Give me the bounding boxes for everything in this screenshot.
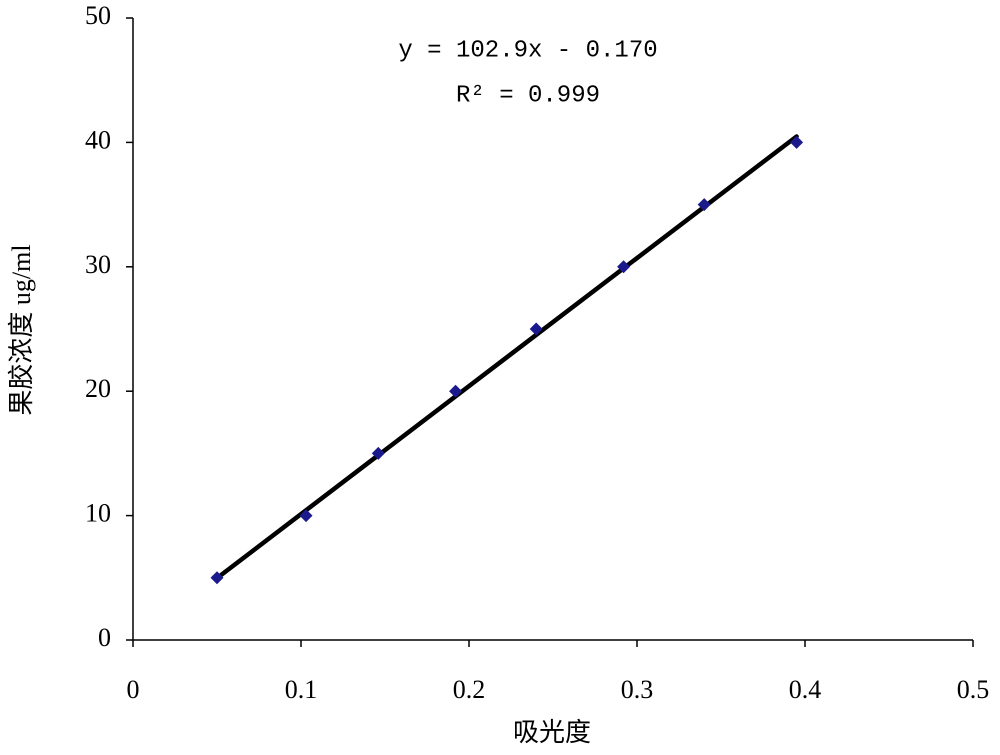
y-tick-label: 0 — [98, 623, 111, 652]
point — [449, 384, 463, 398]
x-tick-label: 0.1 — [285, 675, 318, 704]
y-tick-label: 50 — [85, 1, 111, 30]
trendline — [214, 134, 799, 581]
x-tick-label: 0.5 — [957, 675, 990, 704]
trendline-r2: R² = 0.999 — [456, 82, 600, 109]
y-tick-label: 10 — [85, 499, 111, 528]
x-tick-label: 0.3 — [621, 675, 654, 704]
point — [299, 509, 313, 523]
point — [790, 135, 804, 149]
point — [529, 322, 543, 336]
x-tick-label: 0.2 — [453, 675, 486, 704]
y-tick-label: 30 — [85, 250, 111, 279]
y-tick-label: 40 — [85, 125, 111, 154]
x-tick-label: 0.4 — [789, 675, 822, 704]
point — [210, 571, 224, 585]
y-axis-title: 果胶浓度 ug/ml — [7, 244, 36, 415]
trendline-equation: y = 102.9x - 0.170 — [398, 37, 657, 64]
x-tick-label: 0 — [127, 675, 140, 704]
point — [617, 260, 631, 274]
y-tick-label: 20 — [85, 374, 111, 403]
point — [697, 198, 711, 212]
x-axis-title: 吸光度 — [513, 718, 591, 747]
point — [371, 446, 385, 460]
